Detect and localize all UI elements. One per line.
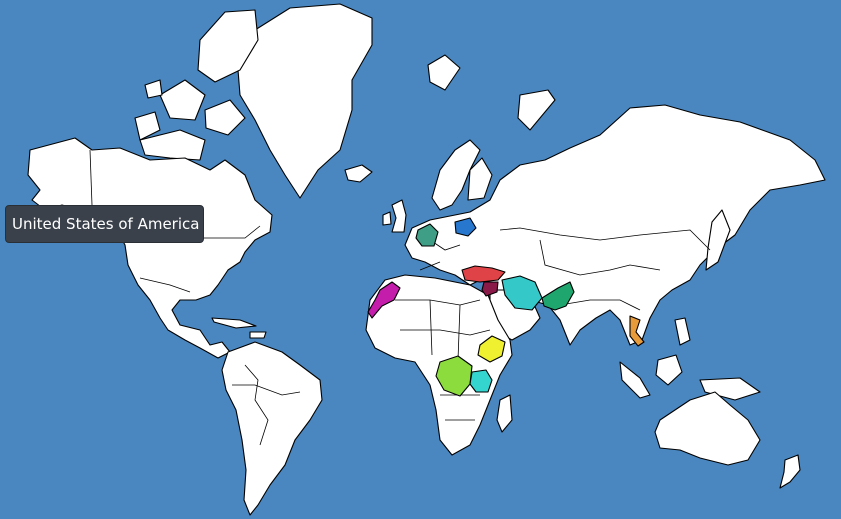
region-scandinavia[interactable] bbox=[431, 139, 481, 211]
region-ethiopia[interactable] bbox=[477, 335, 506, 363]
region-germany[interactable] bbox=[415, 223, 439, 247]
region-ireland[interactable] bbox=[382, 211, 392, 226]
region-uk[interactable] bbox=[391, 199, 407, 233]
region-iceland[interactable] bbox=[344, 164, 373, 183]
region-morocco[interactable] bbox=[367, 281, 401, 319]
region-arctic-island-6[interactable] bbox=[144, 79, 163, 99]
region-madagascar[interactable] bbox=[496, 394, 513, 433]
region-sumatra[interactable] bbox=[619, 361, 651, 399]
region-cuba[interactable] bbox=[211, 317, 257, 329]
region-syria[interactable] bbox=[481, 281, 499, 297]
region-greenland[interactable] bbox=[237, 3, 373, 199]
border-eurasia-1 bbox=[499, 227, 711, 251]
region-philippines[interactable] bbox=[674, 317, 691, 346]
region-new-zealand[interactable] bbox=[779, 454, 801, 489]
border-eurasia-3 bbox=[559, 299, 641, 311]
region-arctic-island-4[interactable] bbox=[134, 111, 161, 141]
region-arctic-islands[interactable] bbox=[197, 9, 259, 83]
border-africa-3 bbox=[429, 299, 461, 361]
region-hispaniola[interactable] bbox=[249, 331, 267, 339]
region-belarus[interactable] bbox=[454, 217, 477, 237]
region-arctic-island-5[interactable] bbox=[139, 129, 206, 161]
border-usa-mexico bbox=[139, 277, 191, 293]
region-arctic-island-3[interactable] bbox=[204, 99, 246, 136]
region-turkey[interactable] bbox=[461, 265, 506, 283]
region-arctic-island-2[interactable] bbox=[159, 79, 206, 121]
region-vietnam[interactable] bbox=[629, 315, 645, 347]
region-australia[interactable] bbox=[654, 391, 761, 466]
border-eurasia-2 bbox=[539, 239, 661, 276]
region-dr-congo[interactable] bbox=[435, 355, 473, 397]
region-iran[interactable] bbox=[501, 275, 543, 311]
border-sa-1 bbox=[244, 364, 269, 446]
region-tanzania[interactable] bbox=[469, 369, 493, 393]
region-finland[interactable] bbox=[467, 157, 493, 201]
region-pakistan[interactable] bbox=[541, 281, 575, 311]
border-africa-1 bbox=[395, 299, 481, 306]
region-svalbard[interactable] bbox=[427, 54, 461, 91]
region-novaya-zemlya[interactable] bbox=[517, 89, 556, 131]
border-alaska bbox=[89, 149, 93, 206]
country-tooltip: United States of America bbox=[5, 205, 205, 243]
region-borneo[interactable] bbox=[655, 354, 683, 386]
border-sa-2 bbox=[232, 384, 301, 396]
border-africa-2 bbox=[400, 329, 491, 336]
